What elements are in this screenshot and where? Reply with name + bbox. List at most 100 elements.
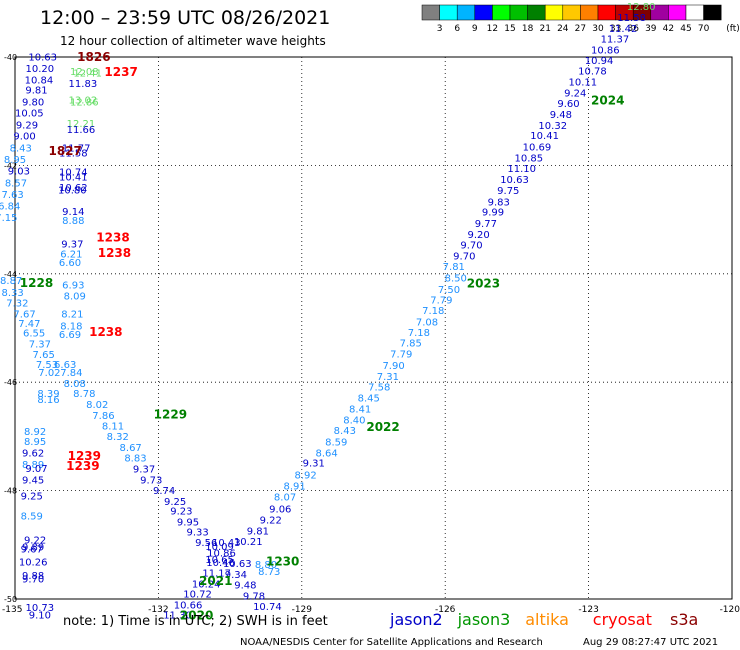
wave-height-label: 10.80 (58, 185, 87, 196)
wave-height-label: 6.55 (23, 328, 45, 339)
legend-unit: (ft) (726, 24, 740, 34)
satellite-name: jason2 (389, 610, 443, 629)
footer-timestamp: Aug 29 08:27:47 UTC 2021 (583, 637, 718, 648)
wave-height-label: 10.74 (253, 602, 282, 613)
wave-height-label: 9.95 (177, 518, 199, 529)
wave-height-label: 9.10 (29, 610, 51, 621)
time-label: 1228 (20, 276, 53, 290)
wave-height-label: 10.26 (19, 558, 48, 569)
wave-height-label: 8.41 (349, 404, 371, 415)
wave-height-label: 10.74 (59, 167, 88, 178)
wave-height-label: 11.30 (163, 610, 192, 621)
wave-height-label: 8.02 (86, 400, 108, 411)
wave-height-label: 8.07 (274, 493, 296, 504)
wave-height-label: 8.43 (10, 144, 32, 155)
wave-height-label: 8.16 (37, 395, 59, 406)
wave-height-label: 7.53 (36, 360, 58, 371)
legend-label: 33 (610, 24, 621, 34)
wave-height-label: 8.57 (5, 178, 27, 189)
x-tick-label: -129 (292, 605, 313, 615)
wave-height-label: 6.60 (59, 258, 81, 269)
wave-height-label: 7.18 (422, 306, 444, 317)
wave-height-label: 10.73 (26, 603, 55, 614)
time-label: 2021 (199, 574, 232, 588)
wave-height-label: 9.78 (243, 591, 265, 602)
wave-height-label: 9.31 (303, 459, 325, 470)
wave-height-label: 8.08 (64, 379, 86, 390)
legend-swatch (562, 4, 581, 21)
wave-height-label: 10.72 (183, 590, 212, 601)
legend-label: 42 (663, 24, 674, 34)
wave-height-label: 7.02 (38, 368, 60, 379)
wave-height-label: 7.86 (92, 411, 114, 422)
wave-height-label: 9.25 (164, 497, 186, 508)
wave-height-label: 9.99 (482, 208, 504, 219)
wave-height-label: 8.95 (4, 155, 26, 166)
wave-height-label: 9.60 (557, 99, 579, 110)
wave-height-label: 9.81 (25, 86, 47, 97)
wave-height-label: 10.63 (500, 175, 529, 186)
wave-height-label: 6.69 (59, 330, 81, 341)
wave-height-label: 9.07 (25, 464, 47, 475)
legend-label: 36 (627, 24, 639, 34)
wave-height-label: 8.89 (22, 460, 44, 471)
wave-height-label: 9.48 (550, 110, 572, 121)
wave-height-label: 13.02 (69, 95, 98, 106)
legend-swatch (492, 4, 511, 21)
time-label: 2022 (366, 420, 399, 434)
wave-height-label: 7.18 (408, 328, 430, 339)
time-label: 1826 (77, 50, 110, 64)
wave-height-label: 9.37 (61, 240, 83, 251)
x-tick-label: -120 (720, 605, 740, 615)
wave-height-label: 7.63 (1, 190, 23, 201)
y-tick-label: -44 (4, 270, 17, 279)
legend-swatch (544, 4, 564, 21)
wave-height-label: 8.43 (334, 426, 356, 437)
wave-height-label: 7.81 (443, 262, 465, 273)
wave-height-label: 10.78 (578, 67, 607, 78)
wave-height-label: 8.67 (120, 443, 142, 454)
legend-label: 30 (592, 24, 604, 34)
wave-height-label: 10.41 (530, 131, 559, 142)
wave-height-label: 9.74 (153, 486, 175, 497)
wave-height-label: 8.78 (73, 389, 95, 400)
wave-height-label: 8.45 (358, 393, 380, 404)
wave-height-label: 7.90 (382, 361, 404, 372)
wave-height-label: 9.06 (269, 505, 291, 516)
time-label: 2024 (591, 93, 624, 107)
y-tick-label: -42 (4, 161, 17, 170)
chart-subtitle: 12 hour collection of altimeter wave hei… (60, 34, 326, 48)
wave-height-label: 10.94 (585, 56, 614, 67)
wave-height-label: 8.59 (325, 437, 347, 448)
legend-label: 18 (522, 24, 534, 34)
wave-height-label: 10.46 (206, 558, 235, 569)
wave-height-label: 7.47 (18, 319, 40, 330)
time-label: 2020 (180, 608, 213, 622)
wave-height-label: 9.70 (460, 241, 482, 252)
wave-height-label: 9.56 (195, 538, 217, 549)
x-axis-ticks: -135 -132 -129 -126 -123 -120 (2, 605, 740, 615)
legend-label: 70 (698, 24, 710, 34)
wave-height-label: 9.00 (13, 132, 35, 143)
wave-height-label: 9.34 (225, 570, 247, 581)
wave-height-label: 9.45 (22, 475, 44, 486)
wave-height-label: 7.50 (438, 285, 460, 296)
wave-height-label: 8.40 (343, 416, 365, 427)
wave-height-label: 9.70 (453, 251, 475, 262)
wave-height-label: 9.23 (170, 507, 192, 518)
wave-height-label: 10.62 (59, 183, 88, 194)
wave-height-label: 12.80 (627, 2, 656, 13)
wave-height-label: 7.79 (390, 350, 412, 361)
time-label: 1230 (266, 555, 299, 569)
time-label: 1827 (48, 144, 81, 158)
wave-height-label: 11.77 (62, 144, 91, 155)
wave-height-label: 7.31 (377, 372, 399, 383)
y-tick-label: -50 (4, 595, 17, 604)
wave-height-label: 8.50 (445, 274, 467, 285)
wave-height-label: 9.75 (497, 186, 519, 197)
y-tick-label: -40 (4, 53, 17, 62)
wave-height-label: 6.84 (0, 202, 20, 213)
wave-height-label: 10.69 (523, 143, 552, 154)
x-tick-label: -123 (578, 605, 598, 615)
